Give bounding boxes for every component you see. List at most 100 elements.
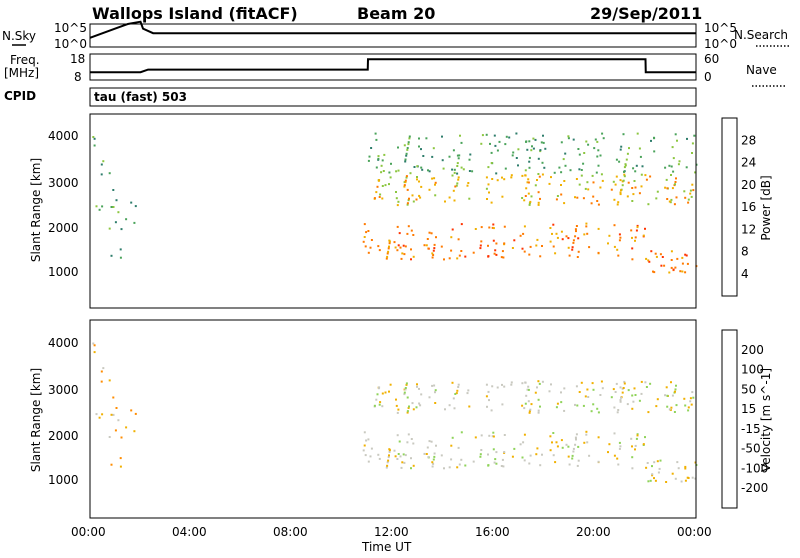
- power-point: [632, 193, 635, 196]
- freq-line: [90, 58, 696, 74]
- velocity-colorbar-tick: 50: [741, 382, 756, 396]
- power-point: [560, 184, 562, 186]
- power-point: [543, 166, 546, 169]
- velocity-point: [486, 405, 488, 408]
- power-point: [382, 170, 385, 172]
- velocity-point: [456, 466, 459, 469]
- velocity-point: [617, 463, 620, 466]
- power-point: [416, 178, 418, 181]
- power-point: [634, 170, 637, 173]
- power-point: [363, 223, 366, 226]
- power-point: [580, 169, 583, 171]
- velocity-point: [572, 447, 575, 450]
- power-point: [416, 165, 419, 168]
- power-point: [410, 258, 412, 261]
- power-point: [542, 134, 544, 137]
- power-point: [636, 226, 639, 229]
- power-point: [620, 189, 622, 192]
- power-point: [634, 236, 637, 239]
- power-point: [428, 188, 431, 191]
- velocity-point: [522, 441, 525, 444]
- velocity-point: [644, 381, 647, 384]
- power-point: [564, 152, 567, 155]
- freq-left-tick-bottom: 8: [74, 70, 82, 84]
- power-point: [685, 254, 688, 257]
- velocity-point: [664, 394, 667, 397]
- velocity-point: [526, 388, 529, 391]
- velocity-point: [418, 387, 420, 390]
- power-point: [585, 140, 588, 143]
- power-point: [398, 232, 401, 235]
- velocity-point: [640, 380, 643, 383]
- power-point: [670, 259, 673, 261]
- power-point: [568, 254, 571, 257]
- power-point: [459, 134, 461, 137]
- power-point: [427, 169, 429, 172]
- power-point: [434, 194, 437, 197]
- power-point: [678, 160, 681, 163]
- velocity-point: [378, 403, 381, 406]
- power-point: [375, 138, 378, 141]
- velocity-point: [378, 457, 381, 460]
- power-point: [660, 264, 663, 267]
- velocity-point: [412, 408, 415, 411]
- power-point: [393, 241, 396, 244]
- power-point: [386, 252, 389, 255]
- power-point: [456, 182, 459, 185]
- power-point: [455, 184, 458, 187]
- power-point: [394, 246, 397, 249]
- power-point: [574, 196, 576, 199]
- power-point: [521, 197, 524, 199]
- power-point: [673, 203, 676, 206]
- power-point: [485, 133, 488, 136]
- velocity-point: [597, 460, 600, 463]
- power-point: [441, 135, 443, 138]
- velocity-point: [541, 453, 543, 456]
- power-point: [670, 250, 673, 253]
- power-point: [599, 154, 602, 157]
- power-point: [527, 192, 530, 195]
- velocity-point: [453, 407, 456, 410]
- power-point: [672, 268, 675, 271]
- velocity-point: [654, 479, 657, 482]
- power-point: [375, 191, 378, 194]
- velocity-point: [622, 387, 625, 389]
- power-point: [494, 144, 497, 147]
- power-point: [670, 174, 672, 176]
- velocity-point: [397, 408, 400, 411]
- power-point: [404, 179, 407, 182]
- velocity-point: [567, 455, 570, 458]
- freq-left-tick-top: 18: [70, 52, 85, 66]
- velocity-point: [393, 449, 396, 452]
- velocity-point: [665, 481, 668, 483]
- power-point: [586, 232, 589, 235]
- velocity-point: [649, 382, 652, 385]
- power-colorbar-tick: 4: [741, 267, 749, 281]
- noise-sky-line: [89, 20, 696, 39]
- power-point: [433, 243, 436, 246]
- power-point: [632, 167, 635, 170]
- power-point: [119, 248, 122, 251]
- power-point: [433, 247, 436, 250]
- power-point: [601, 132, 604, 135]
- power-point: [405, 175, 408, 178]
- velocity-point: [406, 411, 409, 414]
- power-point: [631, 258, 634, 261]
- power-point: [432, 249, 435, 252]
- velocity-point: [376, 393, 379, 396]
- power-point: [674, 266, 677, 269]
- power-point: [542, 141, 545, 144]
- velocity-point: [634, 444, 637, 447]
- velocity-point: [656, 460, 659, 463]
- velocity-point: [537, 411, 540, 414]
- power-colorbar-tick: 24: [741, 156, 756, 170]
- power-point: [457, 157, 460, 160]
- power-point: [397, 244, 400, 247]
- velocity-point: [389, 383, 392, 386]
- velocity-point: [494, 458, 497, 461]
- velocity-point: [647, 480, 650, 483]
- power-point: [574, 235, 577, 238]
- power-point: [517, 148, 520, 151]
- velocity-point: [460, 431, 463, 434]
- power-point: [636, 132, 639, 135]
